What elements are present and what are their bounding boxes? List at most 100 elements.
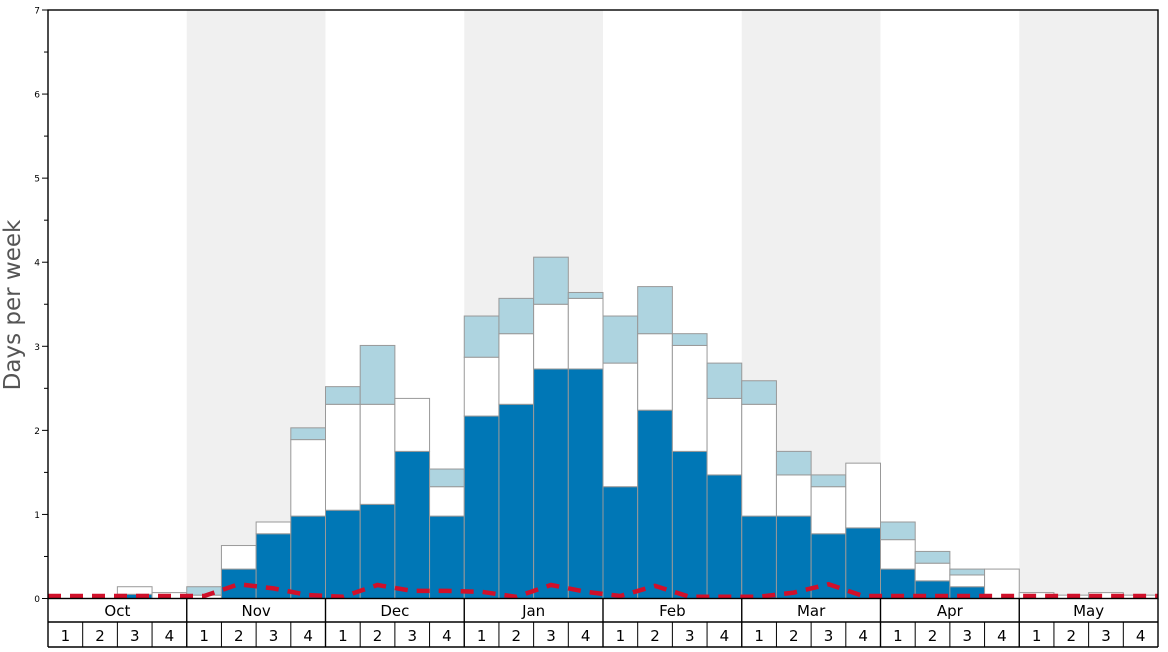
y-tick-label: 3 xyxy=(34,343,40,353)
bar-segment-1 xyxy=(741,515,777,599)
line-series xyxy=(48,581,1158,600)
y-axis-label: Days per week xyxy=(0,219,26,390)
month-band xyxy=(48,10,187,599)
y-tick-label: 6 xyxy=(34,91,40,101)
bar-segment-1 xyxy=(637,409,673,599)
bar-segment-2 xyxy=(325,403,361,511)
month-label: Feb xyxy=(659,602,686,620)
month-label: Dec xyxy=(380,602,409,620)
week-label: 1 xyxy=(1032,627,1042,645)
bar-segment-3 xyxy=(775,450,812,476)
y-tick-label: 4 xyxy=(34,259,40,269)
bar-segment-3 xyxy=(290,427,326,441)
bar-segment-1 xyxy=(429,515,465,599)
week-label: 3 xyxy=(962,627,972,645)
week-label: 1 xyxy=(199,627,209,645)
week-label: 2 xyxy=(373,627,383,645)
bar-segment-2 xyxy=(810,486,847,535)
bar-segment-2 xyxy=(741,403,777,517)
week-label: 3 xyxy=(824,627,834,645)
week-label: 4 xyxy=(720,627,730,645)
bar-segment-3 xyxy=(880,521,916,541)
x-axis: Oct Nov Dec Jan Feb Mar Apr May 1 2 3 4 1 2 3 4 1 2 3 4 1 2 3 4… xyxy=(47,598,1159,648)
month-band xyxy=(880,10,1020,599)
bar-segment-3 xyxy=(706,362,743,399)
week-label: 4 xyxy=(442,627,452,645)
month-label: Jan xyxy=(521,602,545,620)
bar-segment-1 xyxy=(602,486,639,599)
bar-segment-1 xyxy=(463,415,500,599)
week-label: 3 xyxy=(407,627,417,645)
week-label: 4 xyxy=(581,627,591,645)
bar-segment-3 xyxy=(533,256,569,305)
bar-segment-2 xyxy=(116,586,153,595)
bar-segment-3 xyxy=(567,291,604,299)
week-label: 2 xyxy=(1067,627,1077,645)
week-label: 1 xyxy=(61,627,71,645)
bar-segment-3 xyxy=(671,333,708,346)
bar-segment-2 xyxy=(984,568,1020,600)
month-label: Oct xyxy=(104,602,130,620)
month-label: Apr xyxy=(937,602,964,620)
week-label: 3 xyxy=(685,627,695,645)
bar-segment-2 xyxy=(498,333,535,405)
bar-segment-2 xyxy=(290,439,326,517)
bar-segment-2 xyxy=(255,521,292,535)
y-tick-label: 1 xyxy=(34,511,40,521)
bar-segment-1 xyxy=(845,527,881,600)
bar-segment-2 xyxy=(567,297,604,370)
week-label: 4 xyxy=(997,627,1007,645)
week-label: 1 xyxy=(754,627,764,645)
bar-segment-1 xyxy=(533,368,569,599)
week-label: 4 xyxy=(858,627,868,645)
bar-segment-1 xyxy=(671,450,708,599)
bar-segment-2 xyxy=(706,397,743,476)
bar-segment-1 xyxy=(498,403,535,600)
week-label: 3 xyxy=(269,627,279,645)
week-label: 4 xyxy=(165,627,175,645)
week-label: 2 xyxy=(928,627,938,645)
bar-segment-2 xyxy=(914,562,951,582)
bar-segment-2 xyxy=(671,344,708,452)
week-label: 4 xyxy=(303,627,313,645)
bar-segment-2 xyxy=(359,403,396,505)
bar-segment-2 xyxy=(845,462,881,529)
week-label: 1 xyxy=(893,627,903,645)
bar-segment-3 xyxy=(914,550,951,564)
bar-segment-2 xyxy=(394,397,431,452)
y-tick-label: 0 xyxy=(34,595,40,605)
week-label: 3 xyxy=(546,627,556,645)
month-label: Mar xyxy=(797,602,826,620)
week-label: 2 xyxy=(512,627,522,645)
week-label: 3 xyxy=(1101,627,1111,645)
plot-frame xyxy=(47,9,1159,600)
week-label: 1 xyxy=(616,627,626,645)
bar-segment-1 xyxy=(775,515,812,599)
bar-segment-1 xyxy=(394,450,431,599)
bar-segment-3 xyxy=(498,297,535,335)
bar-segment-2 xyxy=(775,474,812,517)
bar-segment-3 xyxy=(637,286,673,335)
bar-segment-2 xyxy=(949,574,986,588)
bar-segment-1 xyxy=(290,515,326,599)
bar-segment-3 xyxy=(463,315,500,358)
bar-stacks xyxy=(116,256,1159,600)
month-label: Nov xyxy=(241,602,270,620)
y-tick-label: 2 xyxy=(34,427,40,437)
bar-segment-3 xyxy=(429,468,465,488)
bar-segment-3 xyxy=(741,380,777,405)
bar-segment-1 xyxy=(325,509,361,600)
week-label: 1 xyxy=(338,627,348,645)
bar-segment-3 xyxy=(359,344,396,405)
week-label: 2 xyxy=(650,627,660,645)
bar-segment-1 xyxy=(706,474,743,600)
week-label: 3 xyxy=(130,627,140,645)
month-band xyxy=(1019,10,1158,599)
bar-segment-3 xyxy=(949,568,986,576)
week-label: 2 xyxy=(95,627,105,645)
bar-segment-2 xyxy=(637,333,673,411)
bar-segment-3 xyxy=(325,386,361,405)
bar-segment-2 xyxy=(429,486,465,517)
week-label: 1 xyxy=(477,627,487,645)
